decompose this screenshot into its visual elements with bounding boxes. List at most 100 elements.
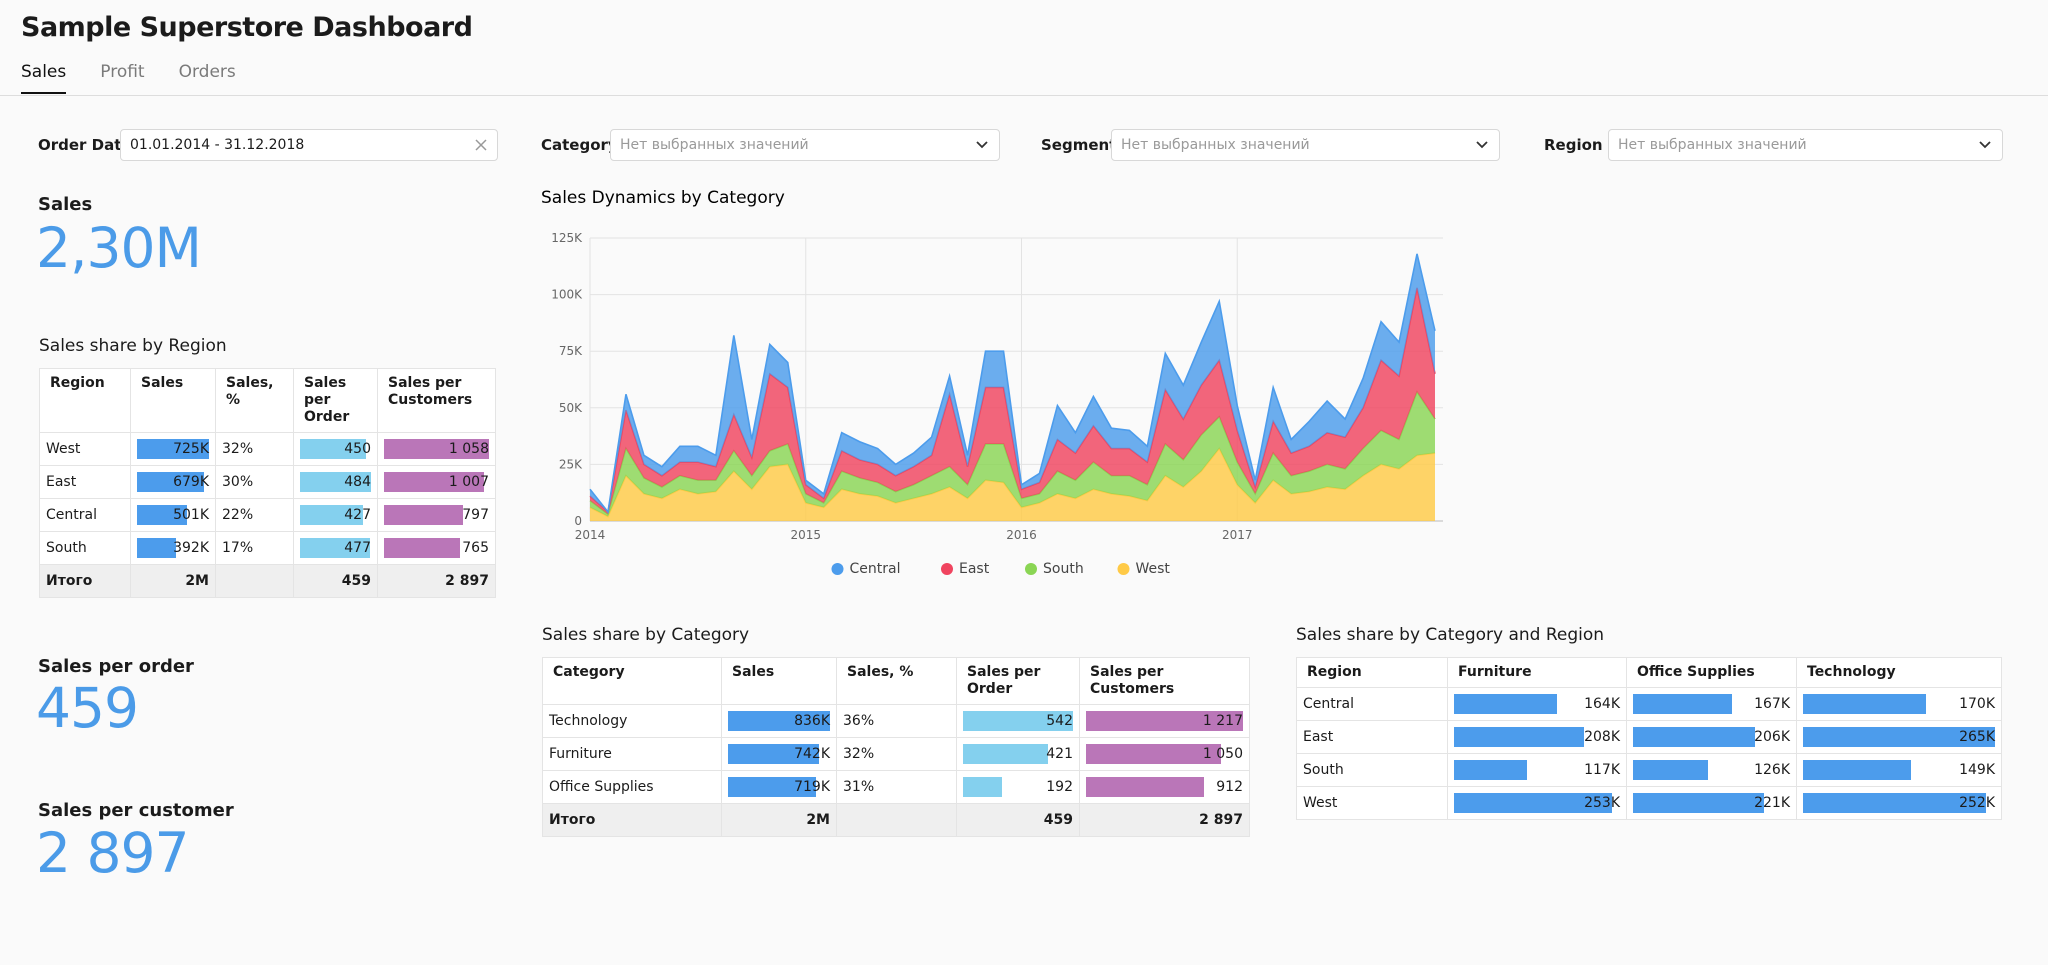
cell-text: 206K xyxy=(1754,729,1790,745)
cell: 501K xyxy=(137,504,209,526)
cell: 252K xyxy=(1803,792,1995,814)
table-cell: Итого xyxy=(39,564,131,598)
segment-filter[interactable]: Нет выбранных значений xyxy=(1111,129,1500,161)
cell-text: 484 xyxy=(344,474,371,490)
cell: 32% xyxy=(222,438,287,460)
kpi-value: 2 897 xyxy=(36,821,189,885)
table-row: Office Supplies 719K 31% 192 912 xyxy=(542,770,1250,804)
table-cell: 392K xyxy=(130,531,216,565)
table-cell: 36% xyxy=(836,704,957,738)
date-filter[interactable]: 01.01.2014 - 31.12.2018 xyxy=(120,129,498,161)
cell: 719K xyxy=(728,776,830,798)
table-cell: 22% xyxy=(215,498,294,532)
table-cell: 421 xyxy=(956,737,1080,771)
column-header: Region xyxy=(39,368,131,433)
area xyxy=(590,448,1435,521)
clear-icon[interactable] xyxy=(475,139,487,151)
cell-text: 208K xyxy=(1584,729,1620,745)
cell: 1 217 xyxy=(1086,710,1243,732)
bar xyxy=(1086,711,1243,731)
x-tick-label: 2017 xyxy=(1222,528,1253,542)
cell-text: 765 xyxy=(462,540,489,556)
tab[interactable]: Sales xyxy=(21,62,67,94)
cell: 208K xyxy=(1454,726,1620,748)
category-filter[interactable]: Нет выбранных значений xyxy=(610,129,1000,161)
tab[interactable]: Orders xyxy=(178,62,236,82)
y-tick-label: 75K xyxy=(559,344,583,358)
table-cell: 32% xyxy=(215,432,294,466)
region-filter[interactable]: Нет выбранных значений xyxy=(1608,129,2003,161)
tab[interactable]: Profit xyxy=(100,62,145,82)
bar xyxy=(384,538,460,558)
cell-text: 501K xyxy=(173,507,209,523)
total-row: Итого 2M 459 2 897 xyxy=(39,564,496,598)
header-row: Region Sales Sales, % Sales per Order Sales … xyxy=(39,368,496,433)
cell: 2M xyxy=(137,570,209,592)
filter-label: Region xyxy=(1544,136,1603,154)
legend-marker xyxy=(1117,563,1130,575)
filter-label: Category xyxy=(541,136,618,154)
table-cell: 206K xyxy=(1626,720,1797,754)
cell: 32% xyxy=(843,743,950,765)
cell-text: 1 007 xyxy=(448,474,489,490)
table-cell: 836K xyxy=(721,704,837,738)
table-cell: 719K xyxy=(721,770,837,804)
chevron-icon xyxy=(1979,141,1991,149)
table-cell: Итого xyxy=(542,803,722,837)
cell-text: 836K xyxy=(794,713,830,729)
table-row: Central 164K 167K 170K xyxy=(1296,687,2002,721)
table-cell: 2 897 xyxy=(1079,803,1250,837)
bar xyxy=(384,439,489,459)
table-cell: 252K xyxy=(1796,786,2002,820)
table-row: West 253K 221K 252K xyxy=(1296,786,2002,820)
table-cell: South xyxy=(39,531,131,565)
y-tick-label: 0 xyxy=(574,514,582,528)
table-row: South 117K 126K 149K xyxy=(1296,753,2002,787)
cell-text: 2 897 xyxy=(445,573,489,589)
table-cell: 253K xyxy=(1447,786,1627,820)
cell-text: 170K xyxy=(1959,696,1995,712)
cell: 170K xyxy=(1803,693,1995,715)
cell: South xyxy=(1303,759,1441,781)
cell: West xyxy=(1303,792,1441,814)
cell: 427 xyxy=(300,504,371,526)
bar xyxy=(728,711,830,731)
table-cell: 17% xyxy=(215,531,294,565)
table-cell: 679K xyxy=(130,465,216,499)
cell-text: 725K xyxy=(173,441,209,457)
cell-text: 2 897 xyxy=(1199,812,1243,828)
bar xyxy=(300,439,366,459)
bar xyxy=(1633,793,1764,813)
bar xyxy=(728,744,819,764)
cell: 22% xyxy=(222,504,287,526)
cell: 742K xyxy=(728,743,830,765)
cell-text: 392K xyxy=(173,540,209,556)
column-header: Category xyxy=(542,657,722,705)
table-cell: East xyxy=(39,465,131,499)
cell: Office Supplies xyxy=(549,776,715,798)
table-row: Furniture 742K 32% 421 1 050 xyxy=(542,737,1250,771)
cell-text: 32% xyxy=(222,441,254,457)
cell-text: Итого xyxy=(46,573,93,589)
cell: 17% xyxy=(222,537,287,559)
table-cell: 459 xyxy=(293,564,378,598)
bar xyxy=(1803,760,1911,780)
table: Region Sales Sales, % Sales per Order Sales … xyxy=(39,368,496,598)
table-cell: 501K xyxy=(130,498,216,532)
filter-placeholder: Нет выбранных значений xyxy=(1121,137,1310,153)
legend-label: South xyxy=(1043,561,1084,577)
table-cell: 2M xyxy=(721,803,837,837)
cell: 1 007 xyxy=(384,471,489,493)
bar xyxy=(1633,727,1756,747)
bar xyxy=(1803,793,1986,813)
area-chart: Sales Dynamics by Category 0 25K 50K 75K 100… xyxy=(541,188,1443,577)
legend-marker xyxy=(941,563,953,575)
cell-text: 1 050 xyxy=(1202,746,1243,762)
table-cell: 164K xyxy=(1447,687,1627,721)
cell-text: Furniture xyxy=(549,746,612,762)
cell-text: 450 xyxy=(344,441,371,457)
cell-text: 459 xyxy=(341,573,371,589)
cell-text: Technology xyxy=(549,713,628,729)
table-cell: 192 xyxy=(956,770,1080,804)
table-cell: 31% xyxy=(836,770,957,804)
